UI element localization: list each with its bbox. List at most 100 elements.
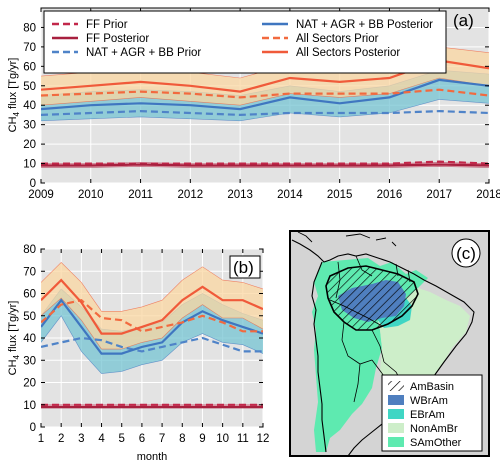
panel-b-xtick-label: 8 — [179, 433, 185, 445]
map-legend-swatch-ebram — [388, 409, 404, 419]
panel-a-label: (a) — [453, 11, 474, 30]
panel-a-ytick-label: 0 — [30, 178, 36, 190]
map-legend-swatch-ambasin — [388, 381, 404, 391]
panel-a-ytick-label: 20 — [23, 139, 36, 151]
legend-label-all-sectors-prior: All Sectors Prior — [296, 33, 379, 45]
legend-label-nat-agr-bb-prior: NAT + AGR + BB Prior — [86, 47, 201, 59]
panel-a-band-edge-ff-posterior — [41, 166, 489, 168]
map-label-circle — [451, 238, 481, 268]
panel-b-xlabel: month — [137, 451, 168, 463]
panel-a-ytick-label: 40 — [23, 100, 36, 112]
map-panel-label: (c) — [456, 244, 476, 263]
panel-a-ytick-label: 30 — [23, 120, 36, 132]
panel-b-series — [41, 261, 263, 409]
map-legend-label-ambasin: AmBasin — [410, 381, 454, 393]
map-legend: AmBasin WBrAm EBrAm NonAmBr SAmOther — [381, 374, 483, 452]
panel-b-ytick-label: 30 — [23, 355, 36, 367]
panel-b-ytick-label: 20 — [23, 378, 36, 390]
panel-b-xtick-label: 3 — [78, 433, 84, 445]
panel-b-ytick-label: 60 — [23, 289, 36, 301]
panel-b-ylabel: CH4 flux [Tg/yr] — [7, 301, 21, 376]
map-border — [289, 230, 490, 457]
panel-a-xtick-label: 2012 — [178, 189, 204, 201]
panel-a-xtick-label: 2011 — [128, 189, 153, 201]
panel-a-xtick-label: 2017 — [426, 189, 452, 201]
caribbean-islands — [297, 231, 397, 247]
panel-a-ylabel-main: CH — [7, 116, 19, 132]
panel-b-ytick-label: 10 — [23, 400, 36, 412]
panel-a: 0 10 20 30 40 50 60 70 80 2009 2010 2011 2012 2013 201… — [7, 7, 500, 201]
legend-label-ff-prior: FF Prior — [86, 19, 128, 31]
panel-a-ytick-label: 70 — [23, 42, 36, 54]
legend-label-all-sectors-posterior: All Sectors Posterior — [296, 47, 400, 59]
legend-label-nat-agr-bb-posterior: NAT + AGR + BB Posterior — [296, 19, 433, 31]
panel-b-xtick-label: 10 — [216, 433, 229, 445]
map-legend-swatch-samother — [388, 437, 404, 447]
panel-b-ylabel-sub: 4 — [12, 354, 21, 359]
panel-b-xtick-label: 2 — [58, 433, 64, 445]
panel-a-line-nat-agr-bb-prior — [41, 109, 489, 117]
region-ambasin-hatch — [326, 266, 418, 330]
panel-a-legend: FF Prior FF Posterior NAT + AGR + BB Prior… — [43, 10, 447, 74]
panel-a-line-ff-prior — [41, 160, 489, 165]
panel-b-ytick-label: 70 — [23, 266, 36, 278]
panel-a-band-all-sectors-posterior — [41, 46, 489, 106]
panel-a-ytick-label: 80 — [23, 22, 36, 34]
panel-b-band-edge-all-sectors-posterior — [41, 297, 263, 350]
map-legend-label-wbram: WBrAm — [410, 395, 448, 407]
panel-a-band-edge-nat-agr-bb-posterior — [41, 99, 489, 122]
panel-a-ticks: 0 10 20 30 40 50 60 70 80 2009 2010 2011 2012 2013 201… — [23, 8, 500, 201]
panel-b-ytick-label: 50 — [23, 311, 36, 323]
panel-b-xtick-label: 4 — [98, 433, 105, 445]
panel-a-ytick-label: 60 — [23, 61, 36, 73]
panel-b-xtick-label: 11 — [237, 433, 249, 445]
panel-a-xtick-label: 2015 — [327, 189, 353, 201]
panel-b-ytick-label: 40 — [23, 333, 36, 345]
panel-b-label: (b) — [233, 258, 254, 277]
panel-b-ylabel-rest: flux [Tg/yr] — [7, 301, 19, 355]
map-legend-label-nonambr: NonAmBr — [410, 423, 458, 435]
region-ambasin-outline — [325, 265, 419, 331]
map-legend-label-samother: SAmOther — [410, 437, 462, 449]
panel-b-band-edge-all-sectors-posterior — [41, 261, 263, 312]
panel-a-ytick-label: 10 — [23, 159, 36, 171]
panel-a-xtick-label: 2009 — [28, 189, 54, 201]
panel-b-label-box — [229, 255, 261, 279]
panel-a-xtick-label: 2010 — [78, 189, 104, 201]
panel-b-line-nat-agr-bb-prior — [41, 336, 263, 353]
panel-a-ylabel-sub: 4 — [12, 111, 21, 116]
panel-b-xtick-label: 6 — [139, 433, 145, 445]
panel-a-line-ff-posterior — [41, 163, 489, 167]
panel-a-series — [41, 46, 489, 168]
panel-a-line-nat-agr-bb-posterior — [41, 78, 489, 111]
panel-a-xtick-label: 2013 — [227, 189, 253, 201]
panel-b-ylabel-main: CH — [7, 359, 19, 375]
panel-b-band-edge-nat-agr-bb-posterior — [41, 315, 263, 374]
panel-a-xtick-label: 2014 — [277, 189, 303, 201]
panel-b-ytick-label: 80 — [23, 244, 36, 256]
panel-b-xtick-label: 9 — [199, 433, 205, 445]
panel-a-ytick-label: 50 — [23, 81, 36, 93]
map-legend-swatch-wbram — [388, 395, 404, 405]
panel-b-ytick-label: 0 — [30, 422, 36, 434]
panel-b-line-all-sectors-posterior — [41, 278, 263, 335]
map-legend-swatch-nonambr — [388, 423, 404, 433]
panel-a-ylabel: CH4 flux [Tg/yr] — [7, 58, 21, 133]
panel-b-line-all-sectors-prior — [41, 299, 263, 333]
panel-b-xtick-label: 12 — [257, 433, 270, 445]
panel-a-xtick-label: 2016 — [377, 189, 403, 201]
panel-b-xtick-label: 5 — [119, 433, 125, 445]
panel-b-xtick-label: 7 — [159, 433, 165, 445]
legend-label-ff-posterior: FF Posterior — [86, 33, 149, 45]
map-legend-label-ebram: EBrAm — [410, 409, 445, 421]
panel-c-map: (c) AmBasin WBrAm EBrAm NonAmBr SAmOther — [289, 230, 490, 457]
panel-a-xtick-label: 2018 — [476, 189, 500, 201]
panel-a-line-all-sectors-prior — [41, 88, 489, 99]
legend-box — [43, 10, 447, 74]
panel-b-xtick-label: 1 — [38, 433, 44, 445]
panel-b-line-nat-agr-bb-posterior — [41, 298, 263, 355]
panel-a-band-edge-all-sectors-posterior — [41, 77, 489, 106]
